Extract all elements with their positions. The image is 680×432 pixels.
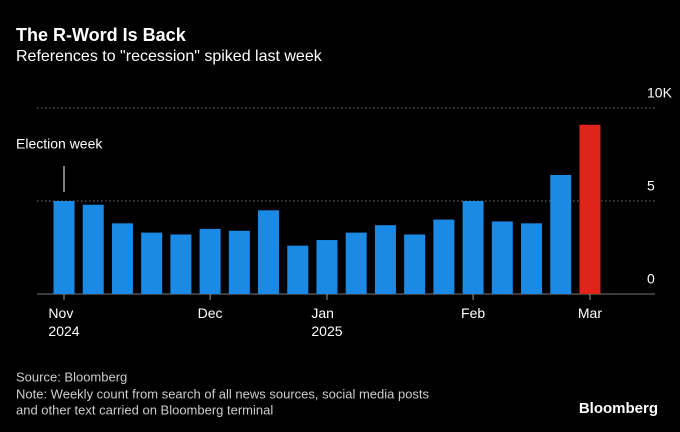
bar [433, 219, 455, 294]
bar [404, 234, 426, 294]
note: and other text carried on Bloomberg term… [16, 402, 273, 417]
bar [550, 174, 572, 294]
bar [491, 221, 513, 294]
bar [579, 124, 601, 295]
bar [53, 201, 75, 294]
annotation: Election week [16, 136, 103, 152]
bar [462, 201, 484, 294]
brand: Bloomberg [579, 400, 658, 417]
x-tick-label: Nov 2024 [48, 305, 80, 339]
bar [141, 232, 163, 294]
y-tick-label: 5 [647, 178, 655, 194]
x-tick-label: Jan 2025 [311, 305, 343, 339]
bar [199, 228, 221, 294]
source: Source: Bloomberg [16, 369, 127, 384]
bar [521, 223, 543, 294]
bar [345, 232, 367, 294]
y-tick-label: 10K [647, 85, 673, 101]
x-tick-label: Feb [461, 305, 486, 321]
bar [170, 234, 192, 294]
bar [258, 210, 280, 294]
bar [228, 230, 250, 294]
y-tick-label: 0 [647, 271, 655, 287]
bar [316, 240, 338, 294]
x-tick-label: Dec [197, 305, 223, 321]
chart-subtitle: References to "recession" spiked last we… [16, 48, 323, 65]
x-tick-label: Mar [577, 305, 603, 321]
bar [82, 204, 104, 294]
note: Note: Weekly count from search of all ne… [16, 386, 430, 401]
chart-title: The R-Word Is Back [16, 25, 187, 45]
bar [287, 245, 309, 294]
bar [111, 223, 133, 294]
bar [374, 225, 396, 294]
